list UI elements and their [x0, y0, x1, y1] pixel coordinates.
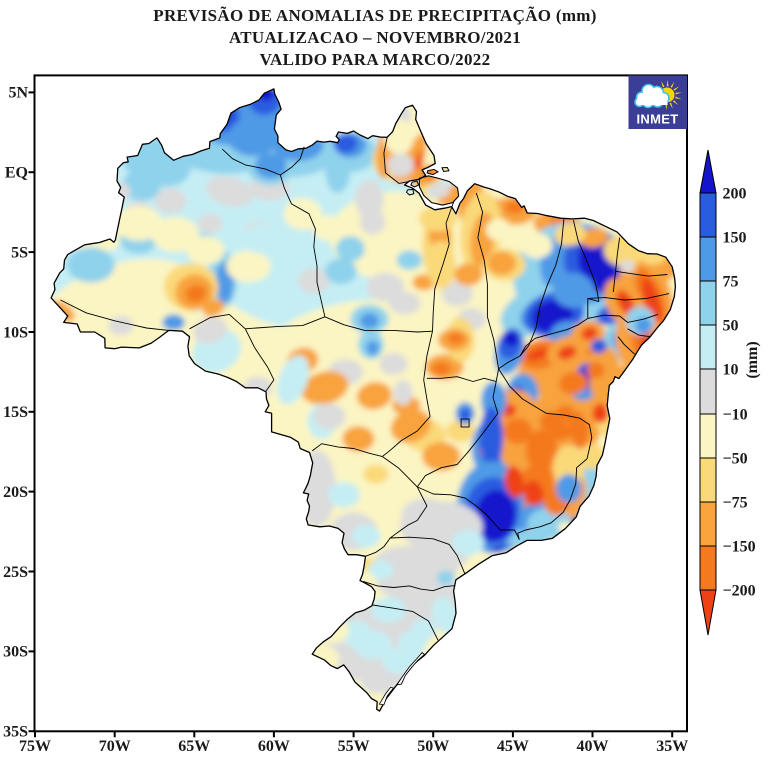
svg-text:−10: −10: [723, 407, 748, 424]
svg-text:5N: 5N: [8, 85, 28, 102]
svg-text:30S: 30S: [3, 644, 28, 661]
svg-text:VALIDO PARA MARCO/2022: VALIDO PARA MARCO/2022: [260, 50, 491, 69]
svg-text:35W: 35W: [656, 738, 688, 755]
svg-text:10S: 10S: [3, 324, 28, 341]
svg-text:25S: 25S: [3, 564, 28, 581]
svg-text:60W: 60W: [258, 738, 290, 755]
svg-text:10: 10: [723, 362, 739, 379]
svg-text:−150: −150: [723, 539, 756, 556]
svg-text:PREVISÃO DE ANOMALIAS DE PRECI: PREVISÃO DE ANOMALIAS DE PRECIPITAÇÃO (m…: [153, 6, 596, 25]
svg-text:−75: −75: [723, 495, 748, 512]
svg-text:INMET: INMET: [637, 112, 679, 127]
svg-text:(mm): (mm): [744, 341, 761, 378]
svg-text:ATUALIZACAO – NOVEMBRO/2021: ATUALIZACAO – NOVEMBRO/2021: [229, 28, 521, 47]
svg-text:75: 75: [723, 274, 739, 291]
svg-text:50W: 50W: [417, 738, 449, 755]
svg-text:40W: 40W: [577, 738, 609, 755]
svg-text:70W: 70W: [99, 738, 131, 755]
svg-text:55W: 55W: [338, 738, 370, 755]
svg-text:65W: 65W: [178, 738, 210, 755]
svg-text:45W: 45W: [497, 738, 529, 755]
svg-text:5S: 5S: [11, 244, 28, 261]
svg-text:200: 200: [723, 186, 747, 203]
svg-text:20S: 20S: [3, 484, 28, 501]
svg-text:−50: −50: [723, 451, 748, 468]
svg-text:15S: 15S: [3, 404, 28, 421]
svg-text:EQ: EQ: [5, 165, 28, 182]
svg-text:−200: −200: [723, 583, 756, 600]
svg-text:50: 50: [723, 318, 739, 335]
svg-text:35S: 35S: [3, 724, 28, 741]
svg-text:150: 150: [723, 230, 747, 247]
svg-text:75W: 75W: [19, 738, 51, 755]
